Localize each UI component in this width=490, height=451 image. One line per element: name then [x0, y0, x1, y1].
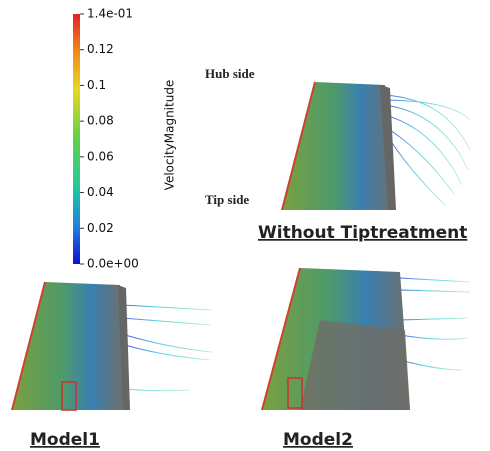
hub-label: Hub side	[205, 66, 255, 81]
tick-label: 0.0e+00	[87, 257, 139, 271]
tick-label: 0.04	[87, 185, 114, 199]
render-top	[281, 81, 471, 211]
colorbar-ticks: 1.4e-01 0.12 0.1 0.08 0.06 0.04 0.02 0.0e+00	[80, 7, 139, 271]
tick-label: 0.12	[87, 42, 114, 56]
tip-label: Tip side	[205, 192, 249, 207]
caption: Without Tiptreatment	[258, 223, 467, 243]
tick-label: 1.4e-01	[87, 7, 133, 21]
tick-label: 0.08	[87, 114, 114, 128]
caption: Model2	[283, 430, 353, 450]
render-model2	[261, 267, 471, 411]
caption: Model1	[30, 430, 100, 450]
colorbar	[73, 14, 80, 264]
tick-label: 0.02	[87, 221, 114, 235]
tick-label: 0.06	[87, 149, 114, 163]
tick-label: 0.1	[87, 78, 106, 92]
render-model1	[11, 281, 213, 411]
colorbar-title: VelocityMagnitude	[163, 80, 177, 191]
